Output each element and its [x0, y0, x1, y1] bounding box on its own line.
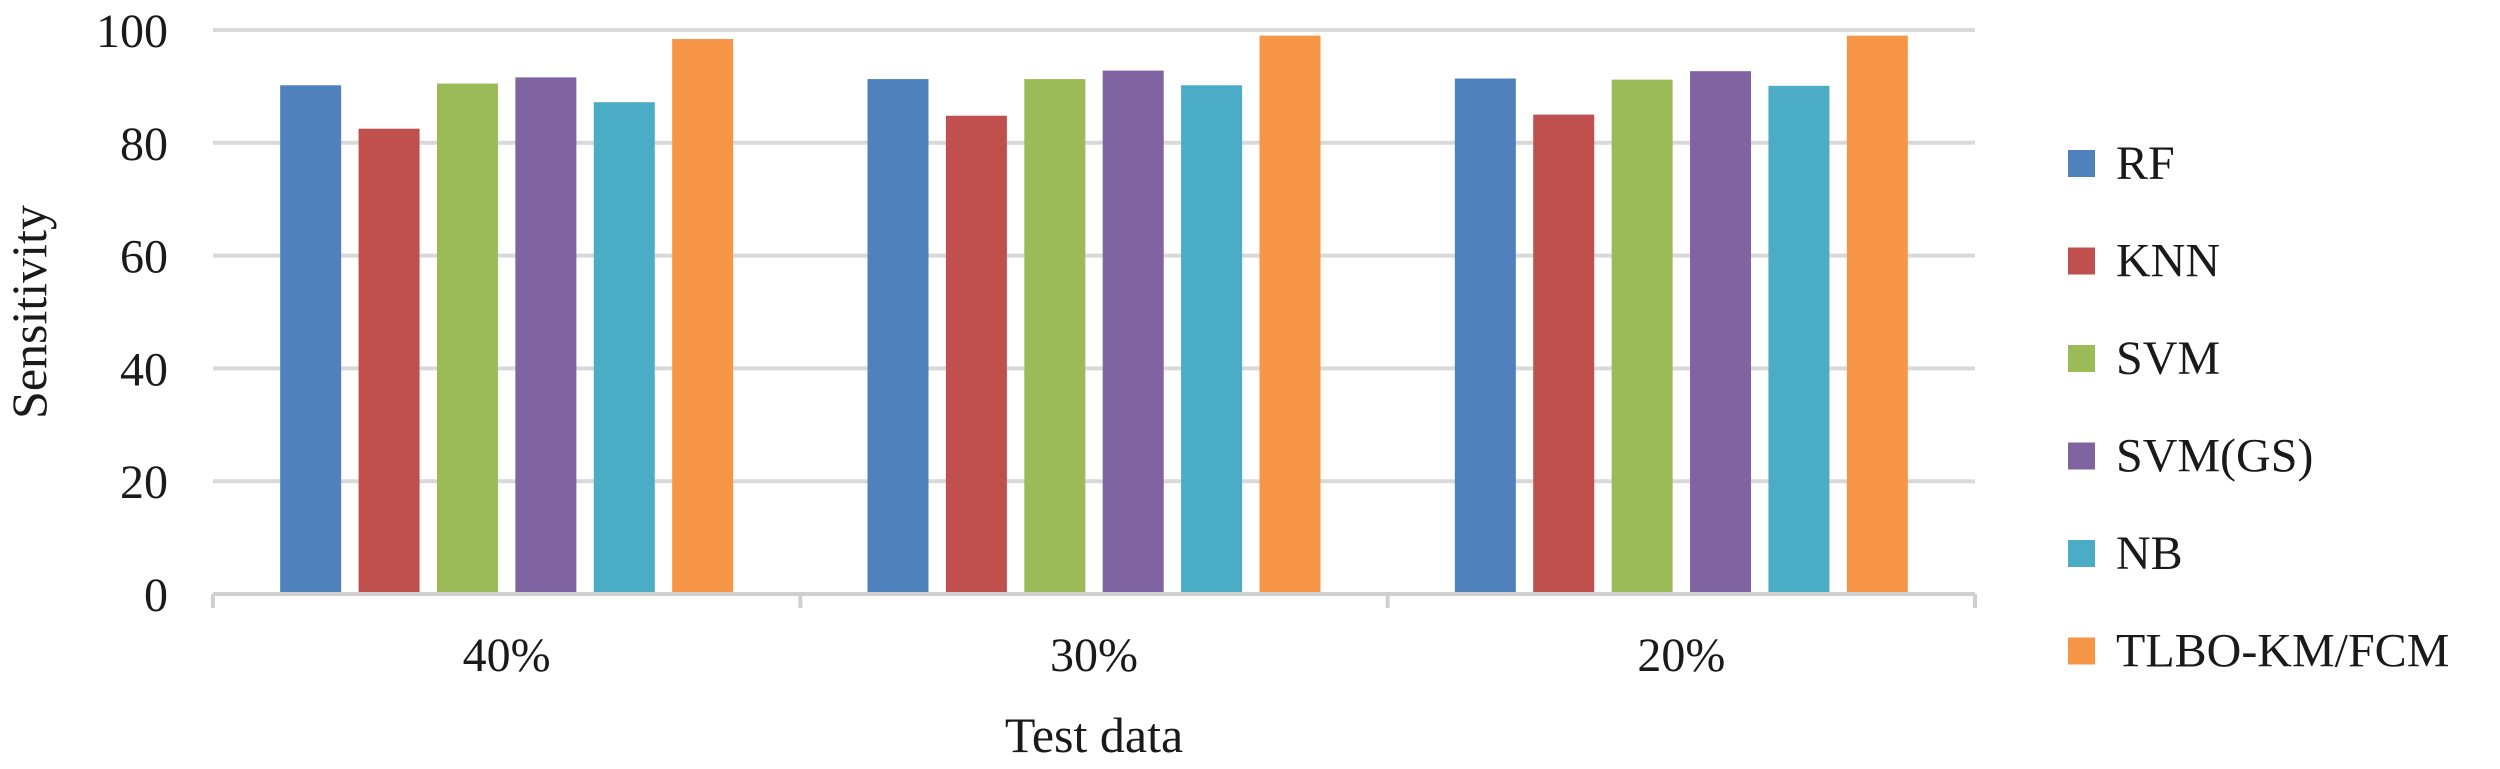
legend-label: SVM(GS) [2116, 430, 2313, 483]
bar [280, 85, 342, 594]
legend-label: NB [2116, 527, 2183, 580]
bar [1024, 79, 1086, 595]
legend-label: KNN [2116, 235, 2220, 288]
legend-label: SVM [2116, 332, 2220, 385]
y-tick-label: 20 [120, 456, 168, 509]
legend-swatch [2068, 540, 2095, 567]
legend-swatch [2068, 442, 2095, 470]
bar [436, 83, 498, 594]
legend-swatch [2068, 345, 2095, 372]
legend-swatch [2068, 247, 2095, 275]
bar [515, 77, 577, 595]
y-tick-label: 0 [144, 569, 168, 622]
legend: RF KNN SVM SVM(GS) NB TLBO-KM/FCM [2068, 137, 2449, 678]
y-tick-label: 80 [120, 118, 168, 171]
bar [1846, 35, 1908, 594]
bar [593, 102, 655, 594]
bar [867, 79, 929, 595]
y-tick-label: 40 [120, 343, 168, 396]
legend-label: TLBO-KM/FCM [2116, 625, 2449, 678]
axes: 0 20 40 60 80 100 40% 30% 20% [96, 5, 1977, 682]
y-axis-label: Sensitivity [1, 205, 57, 419]
bar [945, 115, 1007, 594]
bars [280, 35, 1908, 595]
legend-swatch [2068, 637, 2095, 665]
bar [1690, 71, 1752, 594]
x-axis-label: Test data [1005, 707, 1183, 763]
legend-swatch [2068, 150, 2095, 177]
x-tick-label: 40% [463, 629, 551, 682]
x-tick-label: 30% [1050, 629, 1138, 682]
bar [1533, 114, 1595, 594]
bar [1181, 85, 1243, 594]
x-tick-label: 20% [1637, 629, 1725, 682]
bar [1611, 79, 1673, 594]
bar [1768, 85, 1830, 594]
bar [358, 128, 420, 594]
bar [672, 39, 734, 595]
bar [1102, 70, 1164, 594]
legend-label: RF [2116, 137, 2175, 190]
gridlines [213, 28, 1975, 484]
y-tick-label: 100 [96, 5, 168, 58]
bar [1454, 78, 1516, 594]
bar [1259, 35, 1321, 594]
y-tick-label: 60 [120, 231, 168, 284]
